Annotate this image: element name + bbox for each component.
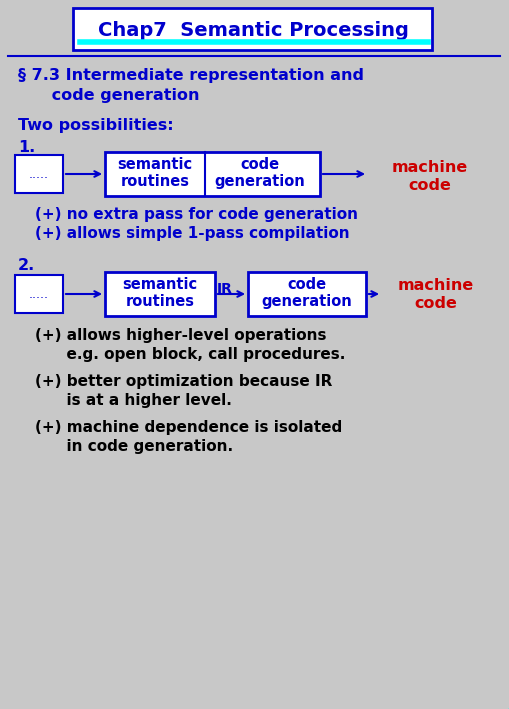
FancyBboxPatch shape	[73, 8, 431, 50]
Text: § 7.3 Intermediate representation and: § 7.3 Intermediate representation and	[18, 68, 363, 83]
Text: machine: machine	[391, 160, 467, 175]
FancyBboxPatch shape	[105, 152, 319, 196]
Text: in code generation.: in code generation.	[35, 439, 233, 454]
Text: machine: machine	[397, 278, 473, 293]
Text: (+) machine dependence is isolated: (+) machine dependence is isolated	[35, 420, 342, 435]
FancyBboxPatch shape	[105, 272, 215, 316]
Text: Chap7  Semantic Processing: Chap7 Semantic Processing	[97, 21, 408, 40]
Text: .....: .....	[29, 167, 49, 181]
Text: 2.: 2.	[18, 258, 35, 273]
Text: .....: .....	[29, 288, 49, 301]
Text: (+) no extra pass for code generation: (+) no extra pass for code generation	[35, 207, 357, 222]
Text: (+) allows higher-level operations: (+) allows higher-level operations	[35, 328, 326, 343]
Text: code
generation: code generation	[214, 157, 305, 189]
Text: semantic
routines: semantic routines	[117, 157, 192, 189]
Text: 1.: 1.	[18, 140, 35, 155]
Text: IR: IR	[217, 282, 233, 296]
Text: code generation: code generation	[18, 88, 199, 103]
FancyBboxPatch shape	[15, 275, 63, 313]
Text: e.g. open block, call procedures.: e.g. open block, call procedures.	[35, 347, 345, 362]
Text: semantic
routines: semantic routines	[122, 277, 197, 309]
Text: code: code	[414, 296, 457, 311]
Text: (+) allows simple 1-pass compilation: (+) allows simple 1-pass compilation	[35, 226, 349, 241]
FancyBboxPatch shape	[15, 155, 63, 193]
FancyBboxPatch shape	[247, 272, 365, 316]
Text: (+) better optimization because IR: (+) better optimization because IR	[35, 374, 332, 389]
Text: is at a higher level.: is at a higher level.	[35, 393, 232, 408]
Text: code: code	[408, 178, 450, 193]
Text: Two possibilities:: Two possibilities:	[18, 118, 173, 133]
Text: code
generation: code generation	[261, 277, 352, 309]
